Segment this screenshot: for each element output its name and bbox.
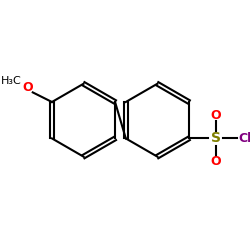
Text: H₃C: H₃C (1, 76, 22, 86)
Text: S: S (211, 132, 221, 145)
Text: O: O (210, 155, 221, 168)
Text: Cl: Cl (238, 132, 250, 145)
Text: O: O (23, 81, 33, 94)
Text: O: O (210, 109, 221, 122)
